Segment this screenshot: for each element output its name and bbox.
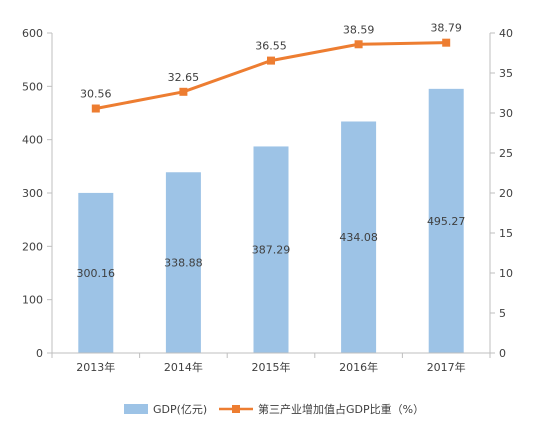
y-right-tick-label: 30 [499, 107, 513, 120]
line-point [179, 87, 188, 96]
y-right-tick-label: 15 [499, 227, 513, 240]
line-point [442, 38, 451, 47]
y-left-tick-label: 500 [22, 80, 43, 93]
y-left-tick-label: 600 [22, 27, 43, 40]
line-series [91, 38, 451, 113]
line-point [354, 40, 363, 49]
y-right-tick-label: 25 [499, 147, 513, 160]
line-point [267, 56, 275, 65]
y-right-tick-label: 0 [499, 347, 506, 360]
bar [341, 121, 377, 354]
legend-bar-label: GDP(亿元) [153, 403, 207, 416]
line-data-label: 32.65 [168, 71, 200, 84]
x-tick-label: 2015年 [252, 360, 291, 374]
bar-data-label: 387.29 [252, 244, 291, 257]
bar [165, 172, 201, 353]
bar [78, 192, 114, 353]
line-data-label: 38.59 [343, 23, 375, 36]
x-tick-label: 2013年 [76, 360, 115, 374]
x-tick-label: 2017年 [427, 360, 466, 374]
y-right-tick-label: 10 [499, 267, 513, 280]
bar-data-label: 300.16 [77, 267, 116, 280]
line-data-label: 30.56 [80, 88, 112, 101]
legend: GDP(亿元) 第三产业增加值占GDP比重（%） [124, 402, 424, 416]
bar-data-labels: 300.16 338.88 387.29 434.08 495.27 [77, 215, 466, 280]
x-tick-label: 2014年 [164, 360, 203, 374]
bar-data-label: 338.88 [164, 257, 203, 270]
y-axis-right: 0 5 10 15 20 25 30 35 40 [489, 27, 513, 360]
y-right-tick-label: 35 [499, 67, 513, 80]
bar-series [78, 88, 464, 354]
y-left-tick-label: 400 [22, 134, 43, 147]
line-data-label: 38.79 [430, 22, 462, 35]
y-left-tick-label: 300 [22, 187, 43, 200]
x-tick-label: 2016年 [339, 360, 378, 374]
x-axis: 2013年 2014年 2015年 2016年 2017年 [51, 352, 491, 374]
bar-data-label: 495.27 [427, 215, 466, 228]
line-point [91, 104, 100, 113]
y-right-tick-label: 20 [499, 187, 513, 200]
legend-line-marker [232, 405, 240, 413]
y-right-tick-label: 5 [499, 307, 506, 320]
bar-data-label: 434.08 [339, 231, 378, 244]
bar [428, 88, 464, 353]
y-left-tick-label: 200 [22, 240, 43, 253]
line-data-label: 36.55 [255, 40, 287, 53]
legend-bar-swatch [124, 404, 148, 414]
y-right-tick-label: 40 [499, 27, 513, 40]
y-axis-left: 0 100 200 300 400 500 600 [22, 27, 53, 360]
legend-line-label: 第三产业增加值占GDP比重（%） [258, 402, 424, 416]
bar [253, 146, 289, 353]
y-left-tick-label: 0 [36, 347, 43, 360]
line-data-labels: 30.56 32.65 36.55 38.59 38.79 [80, 22, 462, 101]
y-left-tick-label: 100 [22, 294, 43, 307]
